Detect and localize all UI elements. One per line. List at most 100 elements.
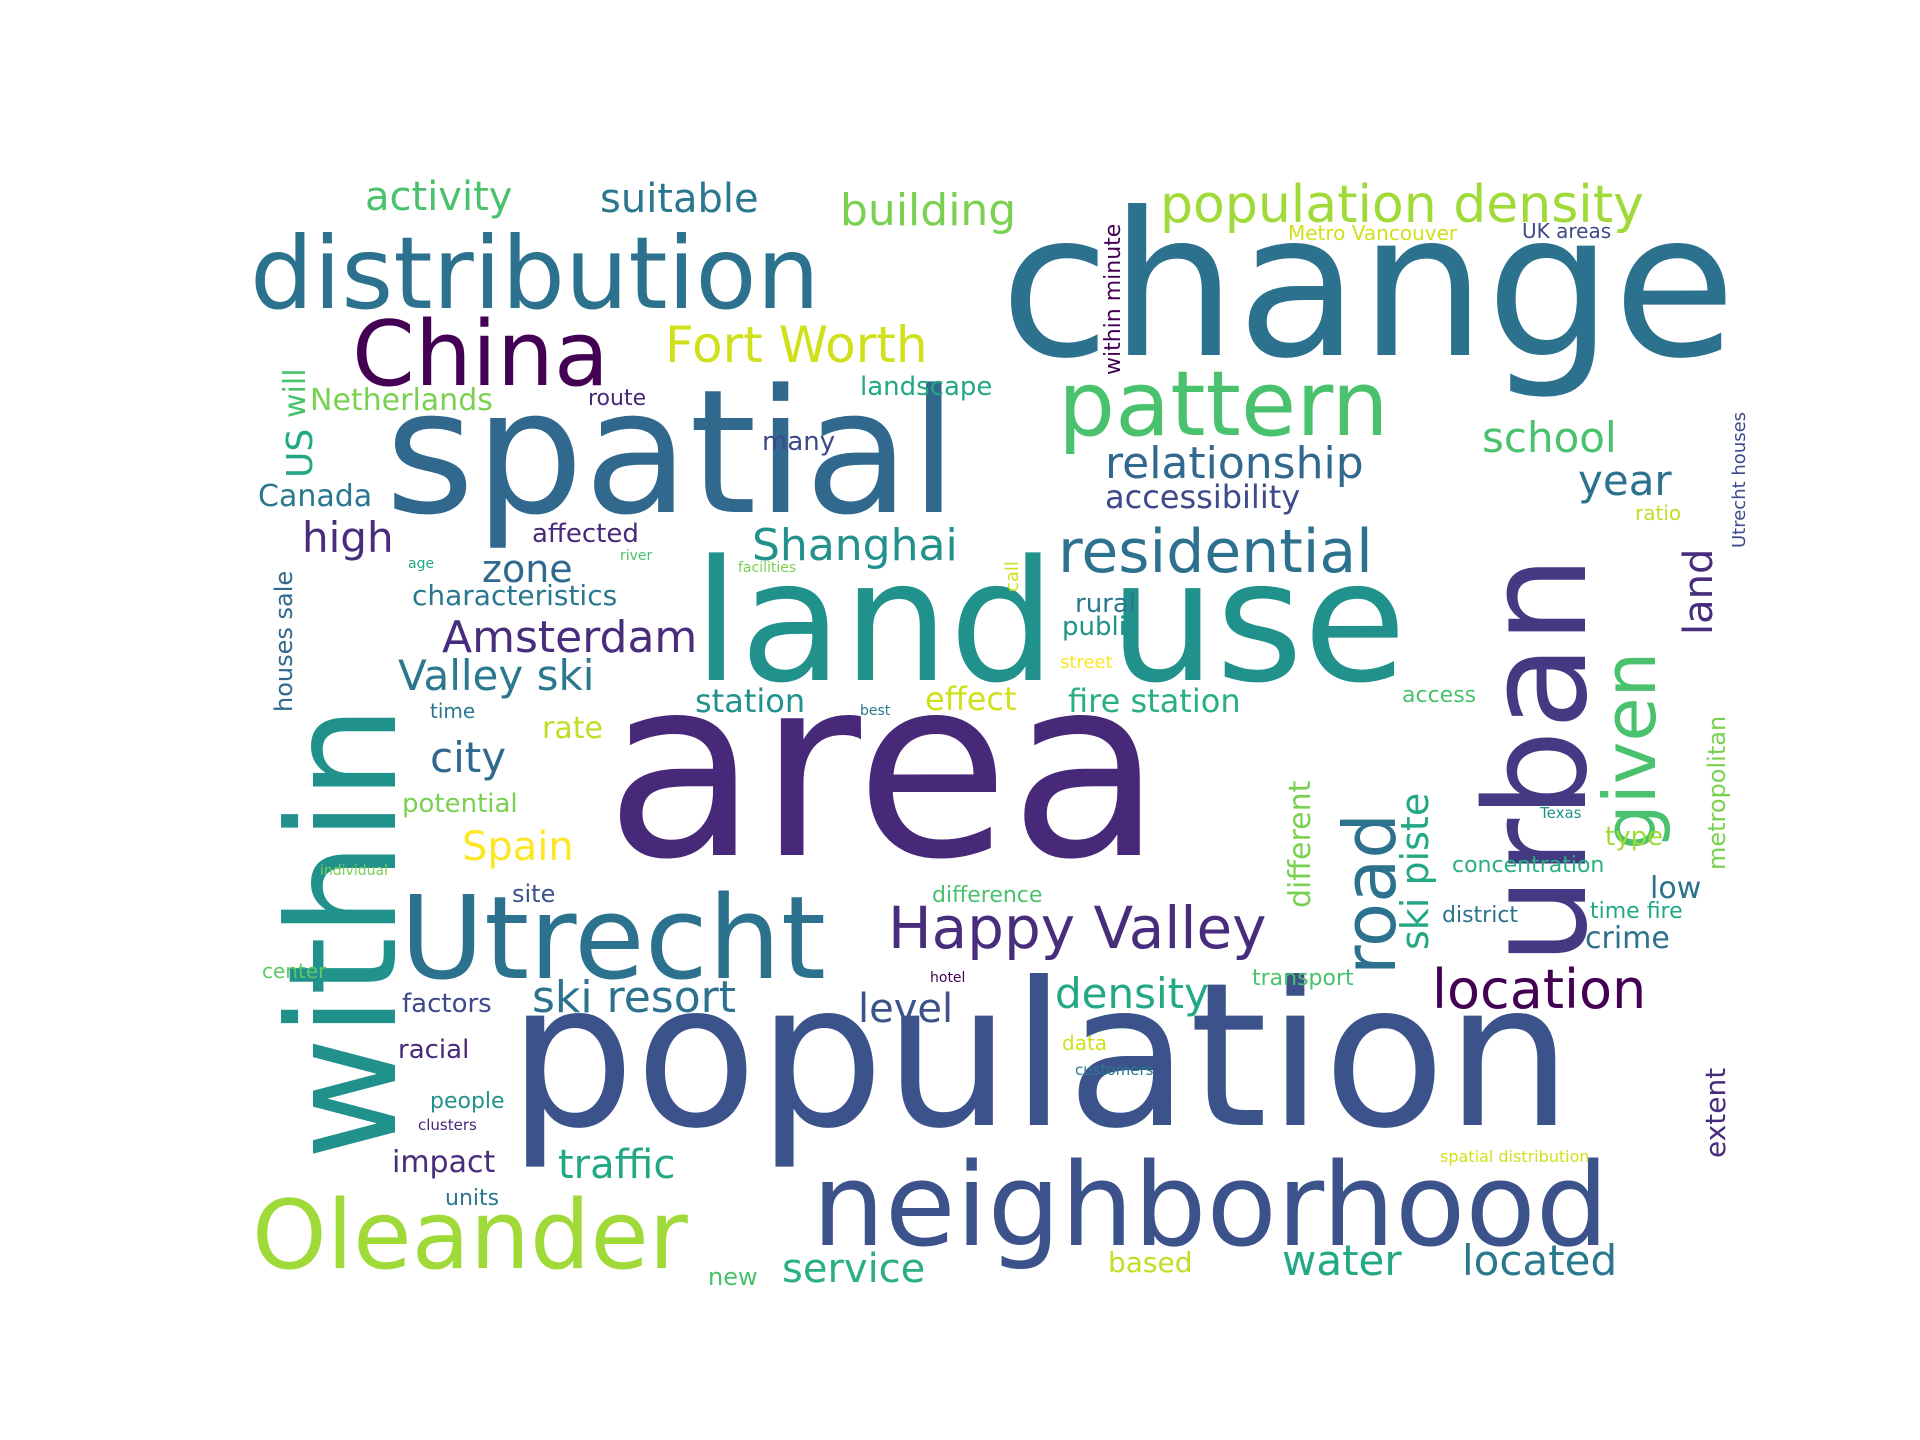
word-netherlands: Netherlands bbox=[310, 383, 493, 418]
word-road: road bbox=[1328, 813, 1412, 975]
word-spain: Spain bbox=[462, 824, 574, 870]
word-texas: Texas bbox=[1539, 804, 1582, 822]
word-within-minute: within minute bbox=[1101, 224, 1126, 375]
word-utrecht: Utrecht bbox=[400, 872, 826, 1006]
word-level: level bbox=[858, 986, 953, 1032]
word-access: access bbox=[1402, 683, 1476, 708]
word-effect: effect bbox=[925, 680, 1017, 718]
word-time: time bbox=[430, 699, 475, 723]
word-population-density: population density bbox=[1160, 175, 1644, 235]
word-within: within bbox=[257, 705, 431, 1160]
word-metro-vancouver: Metro Vancouver bbox=[1288, 221, 1458, 245]
word-facilities: facilities bbox=[738, 560, 796, 576]
word-landscape: landscape bbox=[860, 372, 992, 402]
word-residential: residential bbox=[1058, 517, 1373, 587]
word-center: center bbox=[262, 959, 327, 983]
word-spatial-distribution: spatial distribution bbox=[1440, 1147, 1590, 1166]
word-fort-worth: Fort Worth bbox=[665, 316, 928, 374]
word-service: service bbox=[782, 1246, 925, 1292]
word-concentration: concentration bbox=[1452, 853, 1604, 878]
word-call: call bbox=[1002, 561, 1023, 592]
word-individual: individual bbox=[320, 863, 388, 879]
word-ski-resort: ski resort bbox=[532, 972, 736, 1023]
word-china: China bbox=[352, 302, 609, 407]
word-land: land bbox=[1676, 549, 1722, 635]
word-many: many bbox=[762, 427, 835, 457]
word-hotel: hotel bbox=[930, 970, 965, 986]
word-best: best bbox=[860, 703, 891, 719]
word-potential: potential bbox=[402, 789, 518, 819]
word-people: people bbox=[430, 1089, 505, 1114]
word-amsterdam: Amsterdam bbox=[442, 612, 697, 663]
word-canada: Canada bbox=[258, 479, 372, 514]
word-urban: urban bbox=[1456, 555, 1619, 965]
word-accessibility: accessibility bbox=[1105, 478, 1300, 516]
word-racial: racial bbox=[398, 1035, 469, 1065]
word-building: building bbox=[840, 185, 1016, 236]
word-route: route bbox=[588, 386, 646, 411]
word-street: street bbox=[1060, 652, 1113, 673]
word-ratio: ratio bbox=[1635, 501, 1681, 525]
word-city: city bbox=[430, 733, 506, 782]
word-traffic: traffic bbox=[558, 1142, 675, 1188]
word-spatial: spatial bbox=[385, 352, 958, 553]
word-difference: difference bbox=[932, 883, 1042, 908]
word-density: density bbox=[1055, 969, 1209, 1018]
word-fire-station: fire station bbox=[1068, 682, 1241, 720]
word-data: data bbox=[1062, 1031, 1107, 1055]
word-given: given bbox=[1588, 652, 1672, 850]
word-affected: affected bbox=[532, 519, 639, 549]
word-change: change bbox=[1000, 170, 1736, 403]
word-suitable: suitable bbox=[600, 176, 759, 222]
word-location: location bbox=[1432, 958, 1646, 1021]
word-shanghai: Shanghai bbox=[752, 520, 958, 571]
word-relationship: relationship bbox=[1105, 438, 1364, 489]
word-customers: customers bbox=[1075, 1061, 1154, 1079]
word-activity: activity bbox=[365, 174, 512, 220]
word-will: will bbox=[278, 368, 313, 418]
word-transport: transport bbox=[1252, 966, 1354, 991]
word-time-fire: time fire bbox=[1590, 899, 1683, 924]
word-public: public bbox=[1062, 612, 1140, 642]
word-oleander: Oleander bbox=[252, 1181, 689, 1291]
word-district: district bbox=[1442, 903, 1518, 928]
word-utrecht-houses: Utrecht houses bbox=[1729, 412, 1750, 548]
word-factors: factors bbox=[402, 989, 492, 1019]
word-distribution: distribution bbox=[250, 215, 820, 332]
word-year: year bbox=[1578, 456, 1672, 505]
word-new: new bbox=[708, 1263, 758, 1291]
word-clusters: clusters bbox=[418, 1116, 477, 1134]
word-characteristics: characteristics bbox=[412, 579, 617, 612]
word-crime: crime bbox=[1585, 921, 1670, 956]
word-type: type bbox=[1605, 822, 1663, 852]
word-impact: impact bbox=[392, 1145, 495, 1180]
word-different: different bbox=[1283, 780, 1318, 908]
word-neighborhood: neighborhood bbox=[812, 1139, 1609, 1273]
word-metropolitan: metropolitan bbox=[1703, 716, 1731, 870]
word-pattern: pattern bbox=[1058, 352, 1389, 457]
word-high: high bbox=[302, 513, 394, 562]
word-based: based bbox=[1108, 1246, 1193, 1279]
word-site: site bbox=[512, 880, 555, 908]
word-us: US bbox=[280, 429, 321, 478]
word-population: population bbox=[508, 940, 1572, 1173]
word-houses-sale: houses sale bbox=[270, 571, 298, 712]
word-zone: zone bbox=[482, 547, 573, 591]
word-river: river bbox=[620, 548, 653, 564]
word-age: age bbox=[408, 556, 434, 572]
word-ski-piste: ski piste bbox=[1393, 793, 1437, 950]
word-units: units bbox=[445, 1186, 499, 1211]
word-rate: rate bbox=[542, 711, 603, 746]
word-extent: extent bbox=[1699, 1068, 1732, 1158]
word-low: low bbox=[1650, 871, 1701, 906]
word-station: station bbox=[695, 682, 805, 720]
word-school: school bbox=[1482, 413, 1617, 462]
word-valley-ski: Valley ski bbox=[398, 651, 594, 700]
word-happy-valley: Happy Valley bbox=[888, 894, 1267, 962]
word-uk-areas: UK areas bbox=[1522, 219, 1611, 243]
word-located: located bbox=[1462, 1236, 1617, 1285]
word-rural: rural bbox=[1075, 589, 1136, 619]
word-area: area bbox=[605, 623, 1163, 914]
word-land-use: land use bbox=[693, 524, 1407, 720]
